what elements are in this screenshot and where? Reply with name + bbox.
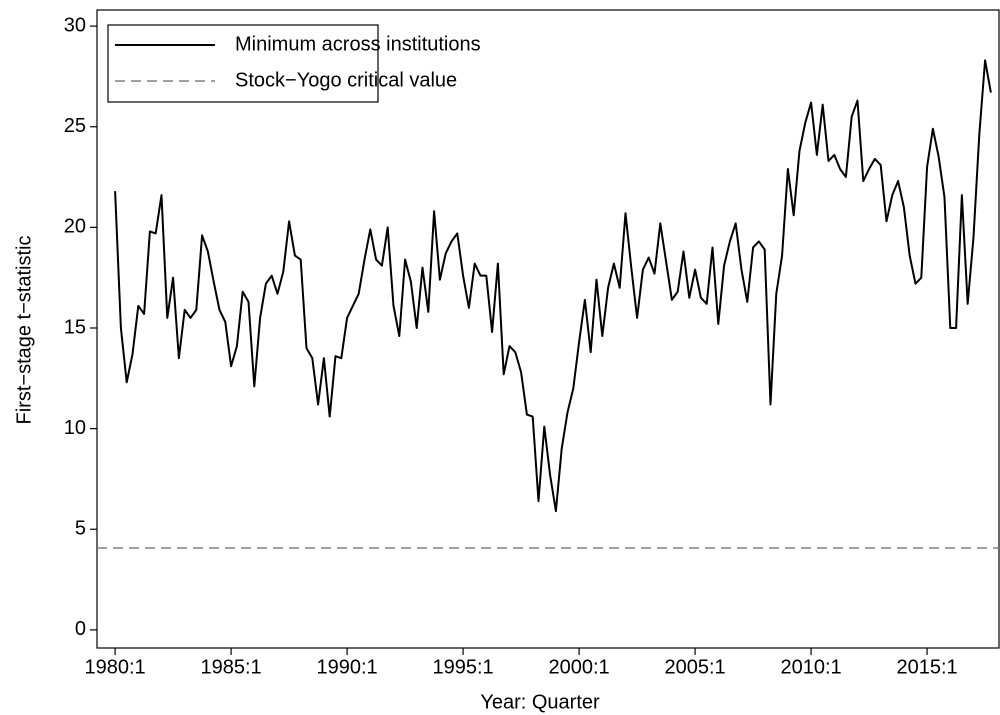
- legend-box: [107, 24, 379, 103]
- y-tick-label: 0: [75, 618, 86, 640]
- x-tick-label: 2010:1: [780, 656, 841, 678]
- y-tick-label: 5: [75, 518, 86, 540]
- x-tick-label: 1985:1: [201, 656, 262, 678]
- legend-label: Stock−Yogo critical value: [235, 69, 457, 91]
- y-axis-title: First−stage t−statistic: [13, 236, 35, 425]
- data-line: [114, 59, 992, 513]
- x-tick-label: 2015:1: [896, 656, 957, 678]
- y-tick-label: 10: [64, 417, 86, 439]
- x-tick-label: 1995:1: [433, 656, 494, 678]
- y-tick-label: 15: [64, 316, 86, 338]
- x-tick-label: 1990:1: [317, 656, 378, 678]
- x-tick-label: 1980:1: [85, 656, 146, 678]
- y-tick-label: 25: [64, 115, 86, 137]
- x-tick-label: 2005:1: [664, 656, 725, 678]
- legend-label: Minimum across institutions: [235, 33, 481, 55]
- y-tick-label: 20: [64, 216, 86, 238]
- plot-frame: [96, 9, 1000, 649]
- x-axis-title: Year: Quarter: [480, 691, 600, 713]
- y-tick-label: 30: [64, 14, 86, 36]
- x-tick-label: 2000:1: [549, 656, 610, 678]
